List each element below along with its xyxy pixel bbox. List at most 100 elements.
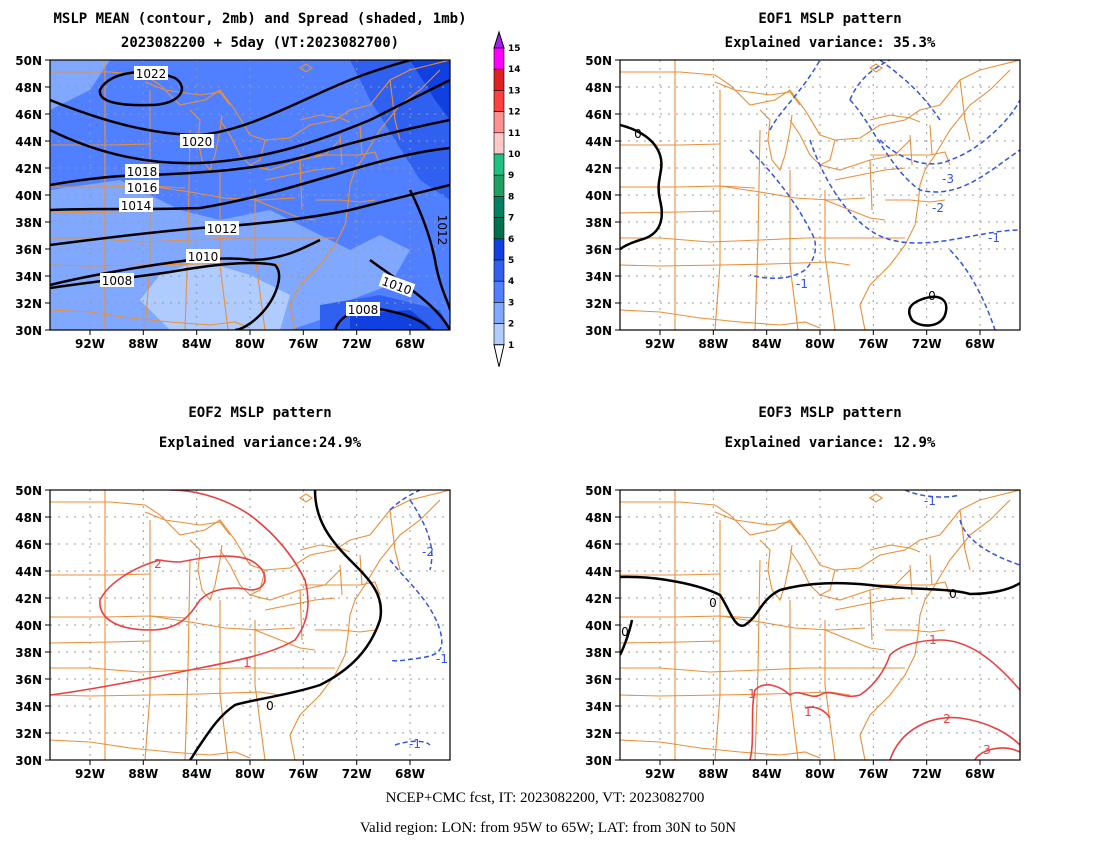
lon-tick-label: 68W: [965, 337, 995, 351]
colorbar-label: 11: [508, 129, 521, 139]
lat-tick-label: 46N: [15, 108, 42, 122]
lon-tick-label: 92W: [75, 337, 105, 351]
lon-tick-label: 92W: [645, 767, 675, 781]
lat-tick-label: 46N: [585, 108, 612, 122]
colorbar-swatch: [493, 132, 505, 155]
contour-label: 1008: [348, 303, 379, 317]
lat-tick-label: 44N: [15, 565, 42, 579]
lat-tick-label: 42N: [585, 592, 612, 606]
colorbar-label: 2: [508, 320, 514, 330]
lon-tick-label: 80W: [805, 337, 835, 351]
lat-tick-label: 38N: [585, 646, 612, 660]
contour-label: 1020: [182, 135, 213, 149]
lat-tick-label: 46N: [15, 538, 42, 552]
panel-eof2-title-line1: EOF2 MSLP pattern: [188, 405, 331, 421]
footer-line1: NCEP+CMC fcst, IT: 2023082200, VT: 20230…: [386, 790, 705, 806]
contour-label: 1: [804, 705, 812, 719]
contour-label: 0: [266, 699, 274, 713]
lat-tick-label: 40N: [15, 189, 42, 203]
colorbar-swatch: [493, 47, 505, 70]
contour-label: 1: [929, 633, 937, 647]
lon-tick-label: 88W: [128, 337, 158, 351]
contour-label: 1022: [136, 67, 167, 81]
colorbar-swatch: [493, 68, 505, 91]
lat-tick-label: 34N: [585, 700, 612, 714]
spread-shading-2: [50, 180, 410, 330]
contour-label: 3: [983, 743, 991, 757]
panel-eof3-title-line2: Explained variance: 12.9%: [725, 435, 936, 451]
lat-tick-label: 48N: [585, 81, 612, 95]
panel-eof1: EOF1 MSLP pattern Explained variance: 35…: [619, 11, 1021, 331]
contour-label: 1010: [188, 250, 219, 264]
lat-tick-label: 34N: [15, 700, 42, 714]
contour-label: 1012: [207, 222, 238, 236]
colorbar-swatch: [493, 302, 505, 324]
contour-label: -3: [942, 172, 954, 186]
lat-tick-label: 36N: [15, 243, 42, 257]
contour-label: 0: [949, 587, 957, 601]
lat-tick-label: 48N: [15, 81, 42, 95]
lat-tick-label: 42N: [15, 592, 42, 606]
lat-tick-label: 38N: [585, 216, 612, 230]
lat-tick-label: 44N: [585, 135, 612, 149]
lat-tick-label: 30N: [585, 324, 612, 338]
panel-eof1-title-line1: EOF1 MSLP pattern: [758, 11, 901, 27]
colorbar-label: 1: [508, 341, 514, 351]
colorbar-label: 13: [508, 86, 521, 96]
colorbar-swatch: [493, 280, 505, 303]
lat-tick-label: 30N: [15, 324, 42, 338]
panel-eof2: EOF2 MSLP pattern Explained variance:24.…: [49, 405, 451, 761]
colorbar-label: 12: [508, 108, 521, 118]
panel-eof2-title-line2: Explained variance:24.9%: [159, 435, 362, 451]
axis-labels: 50N 48N 46N 44N 42N 40N 38N 36N 34N 32N 30N 92W 88W 8…: [15, 54, 995, 781]
colorbar-swatch: [493, 174, 505, 197]
lon-tick-label: 72W: [342, 767, 372, 781]
lon-tick-label: 80W: [235, 337, 265, 351]
panel-eof3-title-line1: EOF3 MSLP pattern: [758, 405, 901, 421]
panel-mean-title-line2: 2023082200 + 5day (VT:2023082700): [121, 35, 399, 51]
lon-tick-label: 88W: [698, 767, 728, 781]
lon-tick-label: 68W: [395, 767, 425, 781]
contour-label: 1012: [435, 215, 449, 246]
colorbar-label: 4: [508, 277, 514, 287]
contour-label: 2: [154, 557, 162, 571]
lat-tick-label: 44N: [15, 135, 42, 149]
contour-label: 1: [243, 656, 251, 670]
lon-tick-label: 80W: [805, 767, 835, 781]
colorbar-label: 5: [508, 256, 514, 266]
contour-label: -1: [436, 652, 448, 666]
colorbar-label: 15: [508, 44, 521, 54]
contour-label: 1014: [121, 199, 152, 213]
colorbar-max-arrow: [493, 30, 505, 49]
colorbar-label: 10: [508, 150, 521, 160]
colorbar-swatch: [493, 217, 505, 240]
colorbar-label: 3: [508, 298, 514, 308]
lon-tick-label: 68W: [965, 767, 995, 781]
lon-tick-label: 84W: [182, 767, 212, 781]
colorbar-label: 14: [508, 65, 521, 75]
lat-tick-label: 30N: [585, 754, 612, 768]
colorbar-swatch: [493, 90, 505, 112]
lat-tick-label: 40N: [585, 189, 612, 203]
contour-label: 0: [634, 127, 642, 141]
contour-label: 0: [621, 625, 629, 639]
lat-tick-label: 34N: [585, 270, 612, 284]
lat-tick-label: 42N: [15, 162, 42, 176]
contour-label: 1008: [102, 274, 133, 288]
colorbar-min-arrow: [493, 344, 505, 367]
lat-tick-label: 34N: [15, 270, 42, 284]
spread-colorbar: 15 14 13 12 11 10 9 8 7 6 5 4 3 2 1: [493, 30, 521, 367]
lon-tick-label: 76W: [288, 337, 318, 351]
lon-tick-label: 88W: [128, 767, 158, 781]
lat-tick-label: 36N: [585, 673, 612, 687]
lon-tick-label: 92W: [645, 337, 675, 351]
colorbar-swatch: [493, 238, 505, 261]
panel-eof3: EOF3 MSLP pattern Explained variance: 12…: [619, 405, 1021, 761]
colorbar-swatch: [493, 153, 505, 176]
lat-tick-label: 42N: [585, 162, 612, 176]
lon-tick-label: 92W: [75, 767, 105, 781]
contour-label: -1: [796, 277, 808, 291]
contour-label: -2: [932, 201, 944, 215]
lat-tick-label: 40N: [15, 619, 42, 633]
colorbar-swatch: [493, 323, 505, 346]
